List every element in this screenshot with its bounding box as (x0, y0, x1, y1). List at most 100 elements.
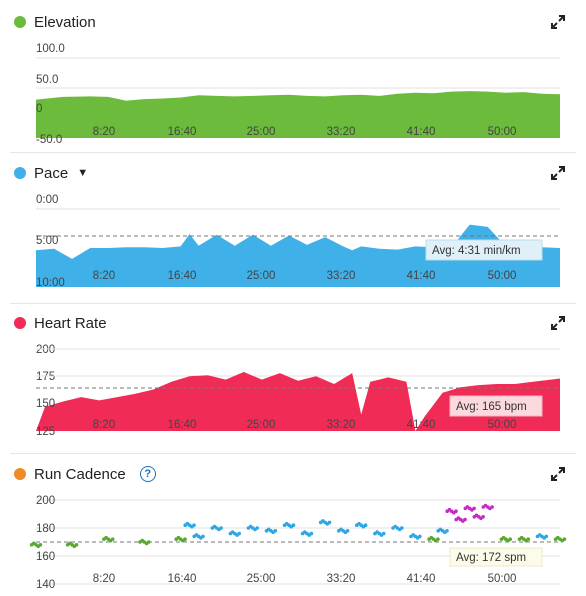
x-tick: 41:40 (407, 270, 436, 282)
cadence-point (237, 531, 241, 536)
cadence-point (400, 526, 404, 530)
heart-rate-y-tick: 125 (36, 426, 55, 438)
heart-rate-average-badge (449, 395, 543, 417)
cadence-point (445, 529, 449, 533)
x-tick: 25:00 (247, 419, 276, 431)
x-tick: 16:40 (168, 126, 197, 138)
x-tick: 8:20 (93, 126, 115, 138)
cadence-point (381, 531, 386, 536)
cadence-point (219, 526, 223, 530)
cadence-point (255, 526, 259, 530)
cadence-y-tick: 160 (36, 551, 55, 563)
pace-area (36, 224, 560, 287)
cadence-point (327, 520, 332, 525)
pace-y-tick: 5:00 (36, 235, 58, 247)
divider (10, 453, 576, 454)
pace-y-tick: 10:00 (36, 277, 65, 289)
divider (10, 303, 576, 304)
expand-arrows-icon[interactable] (550, 165, 566, 181)
elevation-chart: 100.0 50.0 0 -50.0 8:20 16:40 25:00 33:2… (36, 43, 560, 146)
cadence-point (74, 543, 79, 547)
elevation-legend-dot (14, 16, 26, 28)
cadence-point (508, 537, 512, 541)
pace-panel: Pace ▼ 0:00 5:00 10:00 Avg: 4:31 min/km … (0, 163, 586, 299)
cadence-point (201, 534, 205, 539)
cadence-point (544, 534, 549, 539)
pace-header: Pace ▼ (14, 163, 88, 183)
heart-rate-y-tick: 200 (36, 344, 55, 356)
cadence-y-tick: 180 (36, 523, 55, 535)
x-tick: 8:20 (93, 573, 115, 585)
x-tick: 8:20 (93, 419, 115, 431)
heart-rate-title: Heart Rate (34, 314, 107, 332)
cadence-point (490, 505, 494, 509)
x-tick: 50:00 (488, 126, 517, 138)
cadence-point (562, 537, 567, 541)
heart-rate-header: Heart Rate (14, 313, 107, 333)
cadence-point (147, 540, 151, 544)
cadence-panel: Run Cadence ? 200 180 160 140 Avg: 172 s… (0, 464, 586, 591)
x-tick: 50:00 (488, 419, 517, 431)
cadence-average-label: Avg: 172 spm (456, 552, 526, 564)
x-tick: 25:00 (247, 126, 276, 138)
cadence-point (345, 529, 350, 533)
cadence-title: Run Cadence (34, 465, 126, 483)
x-tick: 41:40 (407, 419, 436, 431)
cadence-y-tick: 140 (36, 579, 55, 591)
cadence-point (472, 506, 476, 511)
x-tick: 16:40 (168, 419, 197, 431)
heart-rate-y-tick: 150 (36, 398, 55, 410)
elevation-y-tick: 0 (36, 103, 42, 115)
heart-rate-average-label: Avg: 165 bpm (456, 401, 527, 413)
elevation-title: Elevation (34, 13, 96, 31)
expand-arrows-icon[interactable] (550, 466, 566, 482)
x-tick: 25:00 (247, 270, 276, 282)
cadence-point (273, 529, 278, 533)
cadence-point (183, 537, 187, 541)
cadence-point (481, 515, 485, 519)
cadence-point (38, 543, 43, 547)
x-tick: 33:20 (327, 573, 356, 585)
elevation-y-tick: 100.0 (36, 43, 65, 55)
x-tick: 41:40 (407, 573, 436, 585)
x-tick: 33:20 (327, 419, 356, 431)
heart-rate-chart: 200 175 150 125 Avg: 165 bpm 8:20 16:40 … (36, 344, 560, 438)
expand-arrows-icon[interactable] (550, 14, 566, 30)
expand-arrows-icon[interactable] (550, 315, 566, 331)
cadence-point (110, 537, 115, 541)
x-tick: 33:20 (327, 270, 356, 282)
cadence-point (309, 531, 314, 536)
cadence-y-tick: 200 (36, 495, 55, 507)
cadence-point (418, 534, 422, 539)
cadence-point (291, 523, 296, 527)
cadence-points (29, 503, 567, 549)
pace-y-tick: 0:00 (36, 194, 58, 206)
help-icon[interactable]: ? (139, 466, 156, 482)
elevation-y-tick: -50.0 (36, 134, 62, 146)
pace-average-badge (425, 239, 543, 261)
x-tick: 25:00 (247, 573, 276, 585)
pace-title: Pace (34, 164, 69, 182)
heart-rate-legend-dot (14, 317, 26, 329)
cadence-legend-dot (14, 468, 26, 480)
cadence-average-badge (449, 547, 543, 567)
x-tick: 16:40 (168, 573, 197, 585)
cadence-point (526, 537, 531, 541)
elevation-panel: Elevation 100.0 50.0 0 -50.0 8:20 16:40 … (0, 12, 586, 148)
heart-rate-area (36, 372, 560, 431)
cadence-point (192, 523, 196, 527)
cadence-point (363, 523, 368, 527)
x-tick: 41:40 (407, 126, 436, 138)
pace-legend-dot (14, 167, 26, 179)
cadence-point (436, 537, 440, 541)
pace-dropdown-caret-icon[interactable]: ▼ (77, 167, 89, 179)
x-tick: 8:20 (93, 270, 115, 282)
heart-rate-panel: Heart Rate 200 175 150 125 Avg: 165 bpm … (0, 313, 586, 449)
elevation-y-tick: 50.0 (36, 74, 58, 86)
heart-rate-y-tick: 175 (36, 371, 55, 383)
elevation-area (36, 91, 560, 138)
cadence-point (463, 517, 467, 522)
cadence-header: Run Cadence ? (14, 464, 156, 484)
elevation-header: Elevation (14, 12, 96, 32)
pace-average-label: Avg: 4:31 min/km (432, 245, 521, 257)
